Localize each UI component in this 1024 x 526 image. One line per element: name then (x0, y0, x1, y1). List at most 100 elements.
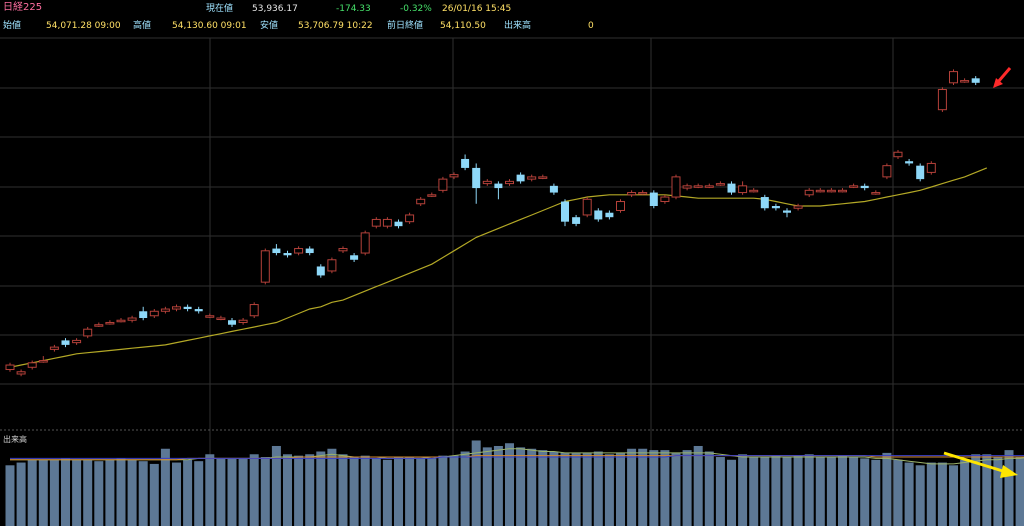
candle-body-up (382, 218, 392, 227)
candle-body-up (793, 205, 803, 209)
volume-bar (538, 450, 548, 526)
candle-body-down (394, 221, 403, 227)
candle-body-up (427, 194, 437, 197)
candle (838, 188, 847, 193)
candle (228, 318, 236, 327)
candle (482, 179, 492, 186)
volume-bar (227, 458, 237, 526)
candle (205, 313, 215, 318)
volume-bar (1004, 450, 1014, 526)
candle (149, 309, 159, 318)
candle-body-down (905, 161, 914, 164)
volume-bar (760, 457, 770, 526)
volume-bar (527, 448, 537, 526)
volume-bar (94, 461, 104, 526)
candle-body-up (371, 218, 381, 227)
candle-body-up (294, 248, 304, 254)
candle (860, 183, 869, 191)
open-value: 54,071.28 09:00 (46, 21, 121, 31)
volume-bar (949, 465, 958, 526)
candle-body-up (216, 317, 226, 320)
volume-bar (371, 458, 381, 526)
candle (949, 69, 958, 86)
volume-bar (660, 450, 670, 526)
candle (216, 315, 226, 321)
volume-bar (982, 454, 992, 526)
candle-body-up (94, 324, 104, 327)
candle (804, 188, 814, 198)
candle (38, 356, 48, 363)
candle-body-up (105, 321, 115, 325)
volume-bar (671, 452, 681, 526)
candle (594, 208, 603, 222)
candle (738, 181, 748, 195)
candle (572, 214, 581, 227)
candle-body-up (172, 306, 181, 310)
candle-body-up (405, 214, 415, 223)
candle (971, 76, 980, 86)
candle-body-up (949, 71, 958, 84)
volume-bar (826, 457, 836, 526)
candle-body-down (649, 192, 658, 206)
volume-bar (560, 452, 570, 526)
candle-body-down (461, 158, 470, 168)
candle (704, 183, 714, 189)
candle-body-down (183, 306, 192, 310)
volume-bar (582, 452, 592, 526)
volume-bar (937, 462, 947, 526)
volume-ma-blue-line (10, 455, 1024, 459)
candle-body-down (305, 248, 314, 254)
candle (771, 203, 780, 211)
current-label: 現在値 (206, 4, 234, 14)
candle (83, 326, 93, 339)
volume-bar (804, 454, 814, 526)
price-candles (5, 69, 980, 377)
candle-body-up (327, 259, 337, 272)
volume-bar (271, 445, 281, 526)
candle-body-up (871, 192, 881, 195)
candle (649, 190, 658, 209)
candle (682, 183, 692, 191)
volume-bar (482, 447, 492, 526)
volume-bar (971, 454, 981, 526)
candle-body-down (283, 253, 292, 256)
volume-bar (771, 455, 781, 526)
change-value: -174.33 (336, 4, 371, 14)
volume-bar (849, 457, 859, 526)
candle (316, 264, 325, 278)
candle-body-up (127, 317, 137, 321)
candle (960, 78, 970, 83)
candle-body-up (749, 189, 759, 193)
candle (338, 246, 348, 254)
candle-body-up (238, 319, 248, 323)
candle (638, 190, 648, 195)
candle-body-up (627, 192, 637, 196)
candle (660, 194, 670, 204)
volume-bar (960, 459, 970, 526)
volume-bar (638, 448, 648, 526)
candle-body-up (804, 189, 814, 196)
candle-body-down (771, 206, 780, 209)
candle-body-down (594, 210, 603, 220)
candle-body-down (228, 320, 236, 325)
candle (249, 302, 259, 318)
candle-body-down (549, 185, 558, 193)
candle (449, 172, 459, 180)
volume-bar (416, 458, 426, 526)
candle (882, 163, 892, 180)
candle-body-down (350, 255, 359, 260)
candle (371, 217, 381, 229)
volume-bar (5, 465, 15, 526)
candle-body-up (260, 250, 270, 283)
volume-bar (149, 463, 159, 526)
candle-body-up (960, 80, 970, 83)
volume-bar (815, 457, 825, 526)
volume-bar (194, 461, 204, 526)
volume-bar (493, 445, 503, 526)
candle (416, 197, 426, 206)
volume-bar (749, 457, 759, 526)
instrument-title: 日経225 (3, 2, 43, 13)
candle-body-up (682, 185, 692, 189)
volume-bar (693, 445, 703, 526)
candle (72, 338, 82, 345)
